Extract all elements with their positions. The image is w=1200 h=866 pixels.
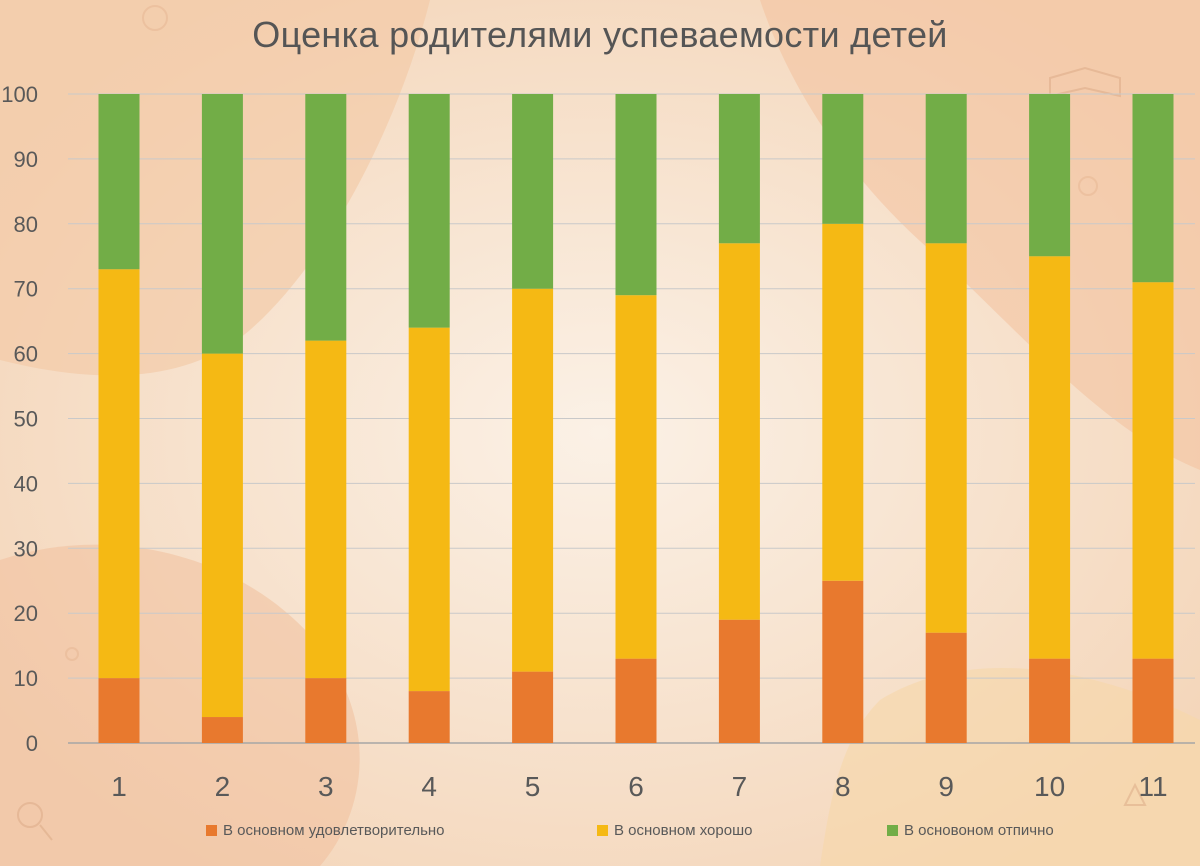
- bar-segment-1-11: [1132, 658, 1174, 743]
- y-tick-label: 70: [14, 277, 38, 302]
- y-tick-label: 10: [14, 666, 38, 691]
- bar-segment-1-4: [408, 691, 450, 743]
- bar-segment-3-8: [822, 94, 864, 224]
- x-tick-label: 7: [732, 771, 748, 802]
- bar-segment-2-6: [615, 295, 657, 659]
- legend-item: В основном хорошо: [597, 822, 752, 839]
- legend-label: В основном удовлетворительно: [223, 822, 445, 839]
- bar-segment-1-1: [98, 678, 140, 743]
- legend-swatch: [597, 825, 608, 836]
- bar-segment-3-2: [201, 94, 243, 354]
- bar-segment-2-10: [1029, 256, 1071, 659]
- bar-segment-2-4: [408, 327, 450, 692]
- x-tick-label: 2: [215, 771, 231, 802]
- y-tick-label: 100: [1, 82, 38, 107]
- legend: В основном удовлетворительно В основном х…: [0, 822, 1200, 846]
- y-tick-label: 30: [14, 536, 38, 561]
- bar-segment-1-9: [925, 632, 967, 743]
- y-tick-label: 80: [14, 212, 38, 237]
- y-tick-label: 20: [14, 601, 38, 626]
- bar-segment-1-2: [201, 717, 243, 743]
- legend-item: В основном удовлетворительно: [206, 822, 445, 839]
- y-tick-label: 60: [14, 342, 38, 367]
- bar-segment-2-7: [718, 243, 760, 620]
- y-tick-label: 40: [14, 471, 38, 496]
- bar-segment-2-11: [1132, 282, 1174, 659]
- bar-segment-1-5: [512, 671, 554, 743]
- bar-segment-2-3: [305, 340, 347, 679]
- y-tick-label: 50: [14, 407, 38, 432]
- bar-segment-3-5: [512, 94, 554, 289]
- legend-swatch: [887, 825, 898, 836]
- bar-segment-1-3: [305, 678, 347, 743]
- bar-segment-2-9: [925, 243, 967, 633]
- x-tick-label: 9: [938, 771, 954, 802]
- legend-swatch: [206, 825, 217, 836]
- bar-segment-2-8: [822, 223, 864, 581]
- y-tick-label: 0: [26, 731, 38, 756]
- x-tick-label: 6: [628, 771, 644, 802]
- chart-title: Оценка родителями успеваемости детей: [252, 14, 948, 55]
- bar-segment-1-7: [718, 619, 760, 743]
- bar-segment-1-10: [1029, 658, 1071, 743]
- bar-segment-2-2: [201, 353, 243, 718]
- bar-segment-3-1: [98, 94, 140, 270]
- x-tick-label: 10: [1034, 771, 1065, 802]
- bar-segment-3-9: [925, 94, 967, 244]
- bar-segment-1-6: [615, 658, 657, 743]
- bar-segment-1-8: [822, 580, 864, 743]
- legend-item: В основоном отпично: [887, 822, 1054, 839]
- x-tick-label: 11: [1138, 771, 1167, 802]
- x-tick-label: 5: [525, 771, 541, 802]
- x-tick-label: 3: [318, 771, 334, 802]
- bar-segment-3-10: [1029, 94, 1071, 257]
- bar-segment-3-7: [718, 94, 760, 244]
- x-tick-label: 4: [421, 771, 437, 802]
- bar-segment-2-5: [512, 288, 554, 672]
- bar-segment-3-6: [615, 94, 657, 296]
- y-tick-label: 90: [14, 147, 38, 172]
- x-tick-label: 8: [835, 771, 851, 802]
- legend-label: В основном хорошо: [614, 822, 753, 839]
- legend-label: В основоном отпично: [904, 822, 1054, 839]
- bar-segment-3-3: [305, 94, 347, 341]
- bar-segment-3-11: [1132, 94, 1174, 283]
- x-tick-label: 1: [111, 771, 127, 802]
- bar-segment-2-1: [98, 269, 140, 679]
- bar-segment-3-4: [408, 94, 450, 328]
